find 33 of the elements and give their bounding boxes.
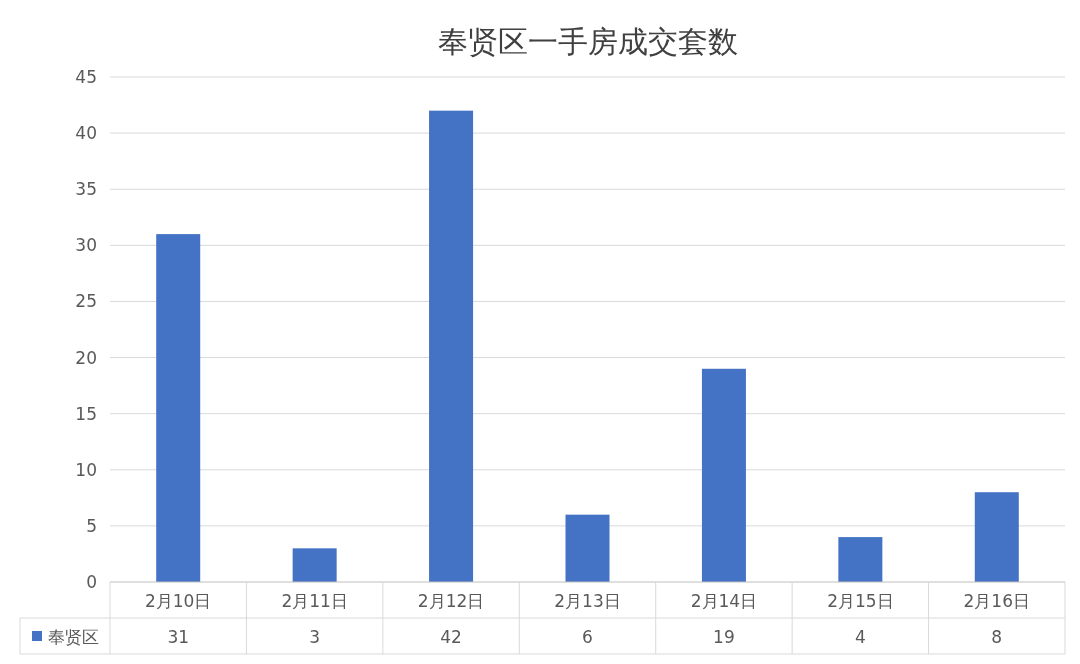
- bar: [838, 537, 883, 582]
- bar: [292, 548, 337, 582]
- x-tick-label: 2月15日: [827, 591, 894, 611]
- data-label: 19: [713, 627, 735, 647]
- y-tick-label: 10: [75, 459, 97, 480]
- x-tick-label: 2月11日: [281, 591, 348, 611]
- y-tick-label: 5: [86, 515, 97, 536]
- y-tick-label: 30: [75, 235, 97, 256]
- y-tick-label: 35: [75, 179, 97, 200]
- bar: [156, 234, 201, 582]
- bar: [429, 110, 474, 582]
- y-tick-label: 0: [86, 572, 97, 592]
- data-label: 8: [991, 627, 1003, 647]
- x-tick-label: 2月14日: [690, 591, 758, 611]
- bar: [701, 368, 746, 582]
- x-tick-label: 2月12日: [417, 591, 485, 611]
- y-tick-label: 25: [75, 291, 97, 312]
- chart-title: 奉贤区一手房成交套数: [437, 24, 738, 59]
- x-tick-label: 2月13日: [554, 591, 621, 611]
- data-label: 31: [167, 627, 190, 647]
- y-tick-label: 20: [75, 347, 97, 368]
- data-label: 6: [582, 627, 593, 647]
- data-label: 4: [854, 627, 866, 647]
- y-tick-label: 45: [75, 67, 97, 87]
- y-tick-label: 15: [75, 403, 97, 424]
- bar: [565, 514, 610, 582]
- data-label: 3: [309, 627, 321, 647]
- legend-label: 奉贤区: [48, 627, 99, 647]
- data-label: 42: [440, 627, 462, 647]
- y-tick-label: 40: [75, 123, 97, 144]
- x-tick-label: 2月10日: [144, 591, 212, 611]
- x-tick-label: 2月16日: [963, 591, 1031, 611]
- bar: [974, 492, 1019, 582]
